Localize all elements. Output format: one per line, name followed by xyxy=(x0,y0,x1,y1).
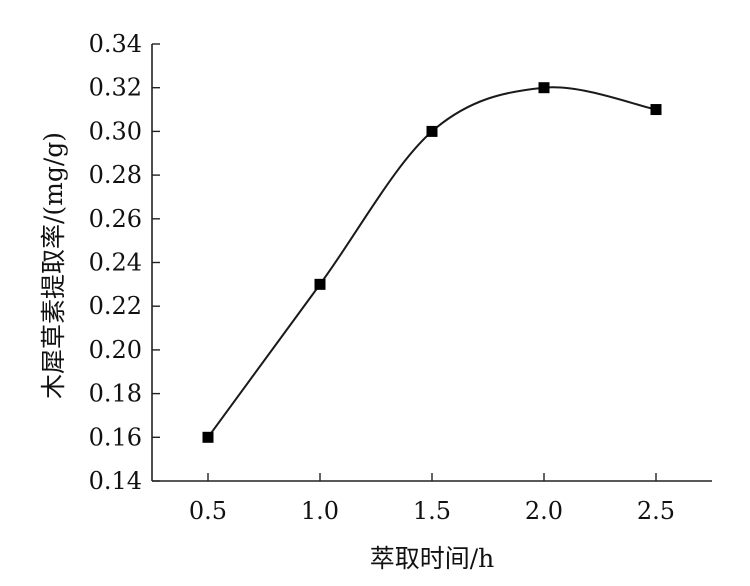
y-tick-label: 0.18 xyxy=(89,380,142,408)
y-tick-label: 0.22 xyxy=(89,292,142,320)
y-tick-label: 0.14 xyxy=(89,467,142,495)
data-point-marker xyxy=(650,104,662,116)
y-axis-title: 木犀草素提取率/(mg/g) xyxy=(39,132,68,399)
y-tick-label: 0.26 xyxy=(89,205,142,233)
x-axis-title: 萃取时间/h xyxy=(370,544,495,573)
y-tick-label: 0.32 xyxy=(89,74,142,102)
x-ticks: 0.5 1.0 1.5 2.0 2.5 xyxy=(189,473,675,525)
y-tick-label: 0.16 xyxy=(89,423,142,451)
y-tick-label: 0.20 xyxy=(89,336,142,364)
x-tick-label: 0.5 xyxy=(189,497,227,525)
x-tick-label: 2.0 xyxy=(525,497,563,525)
y-axis: 0.14 0.16 0.18 0.20 0.22 0.24 0.26 0.28 0.30 0.32… xyxy=(89,30,160,495)
y-tick-label: 0.34 xyxy=(89,30,142,58)
data-point-marker xyxy=(314,278,326,290)
y-tick-label: 0.28 xyxy=(89,161,142,189)
data-point-marker xyxy=(538,82,550,94)
data-point-marker xyxy=(426,125,438,137)
y-tick-label: 0.30 xyxy=(89,117,142,145)
x-tick-label: 1.5 xyxy=(413,497,451,525)
y-ticks: 0.14 0.16 0.18 0.20 0.22 0.24 0.26 0.28 0.30 0.32… xyxy=(89,30,160,495)
x-tick-label: 2.5 xyxy=(637,497,675,525)
x-tick-label: 1.0 xyxy=(301,497,339,525)
data-markers xyxy=(202,82,662,443)
y-tick-label: 0.24 xyxy=(89,249,142,277)
data-point-marker xyxy=(202,431,214,443)
x-axis: 0.5 1.0 1.5 2.0 2.5 xyxy=(152,473,712,525)
series-line xyxy=(207,86,657,438)
